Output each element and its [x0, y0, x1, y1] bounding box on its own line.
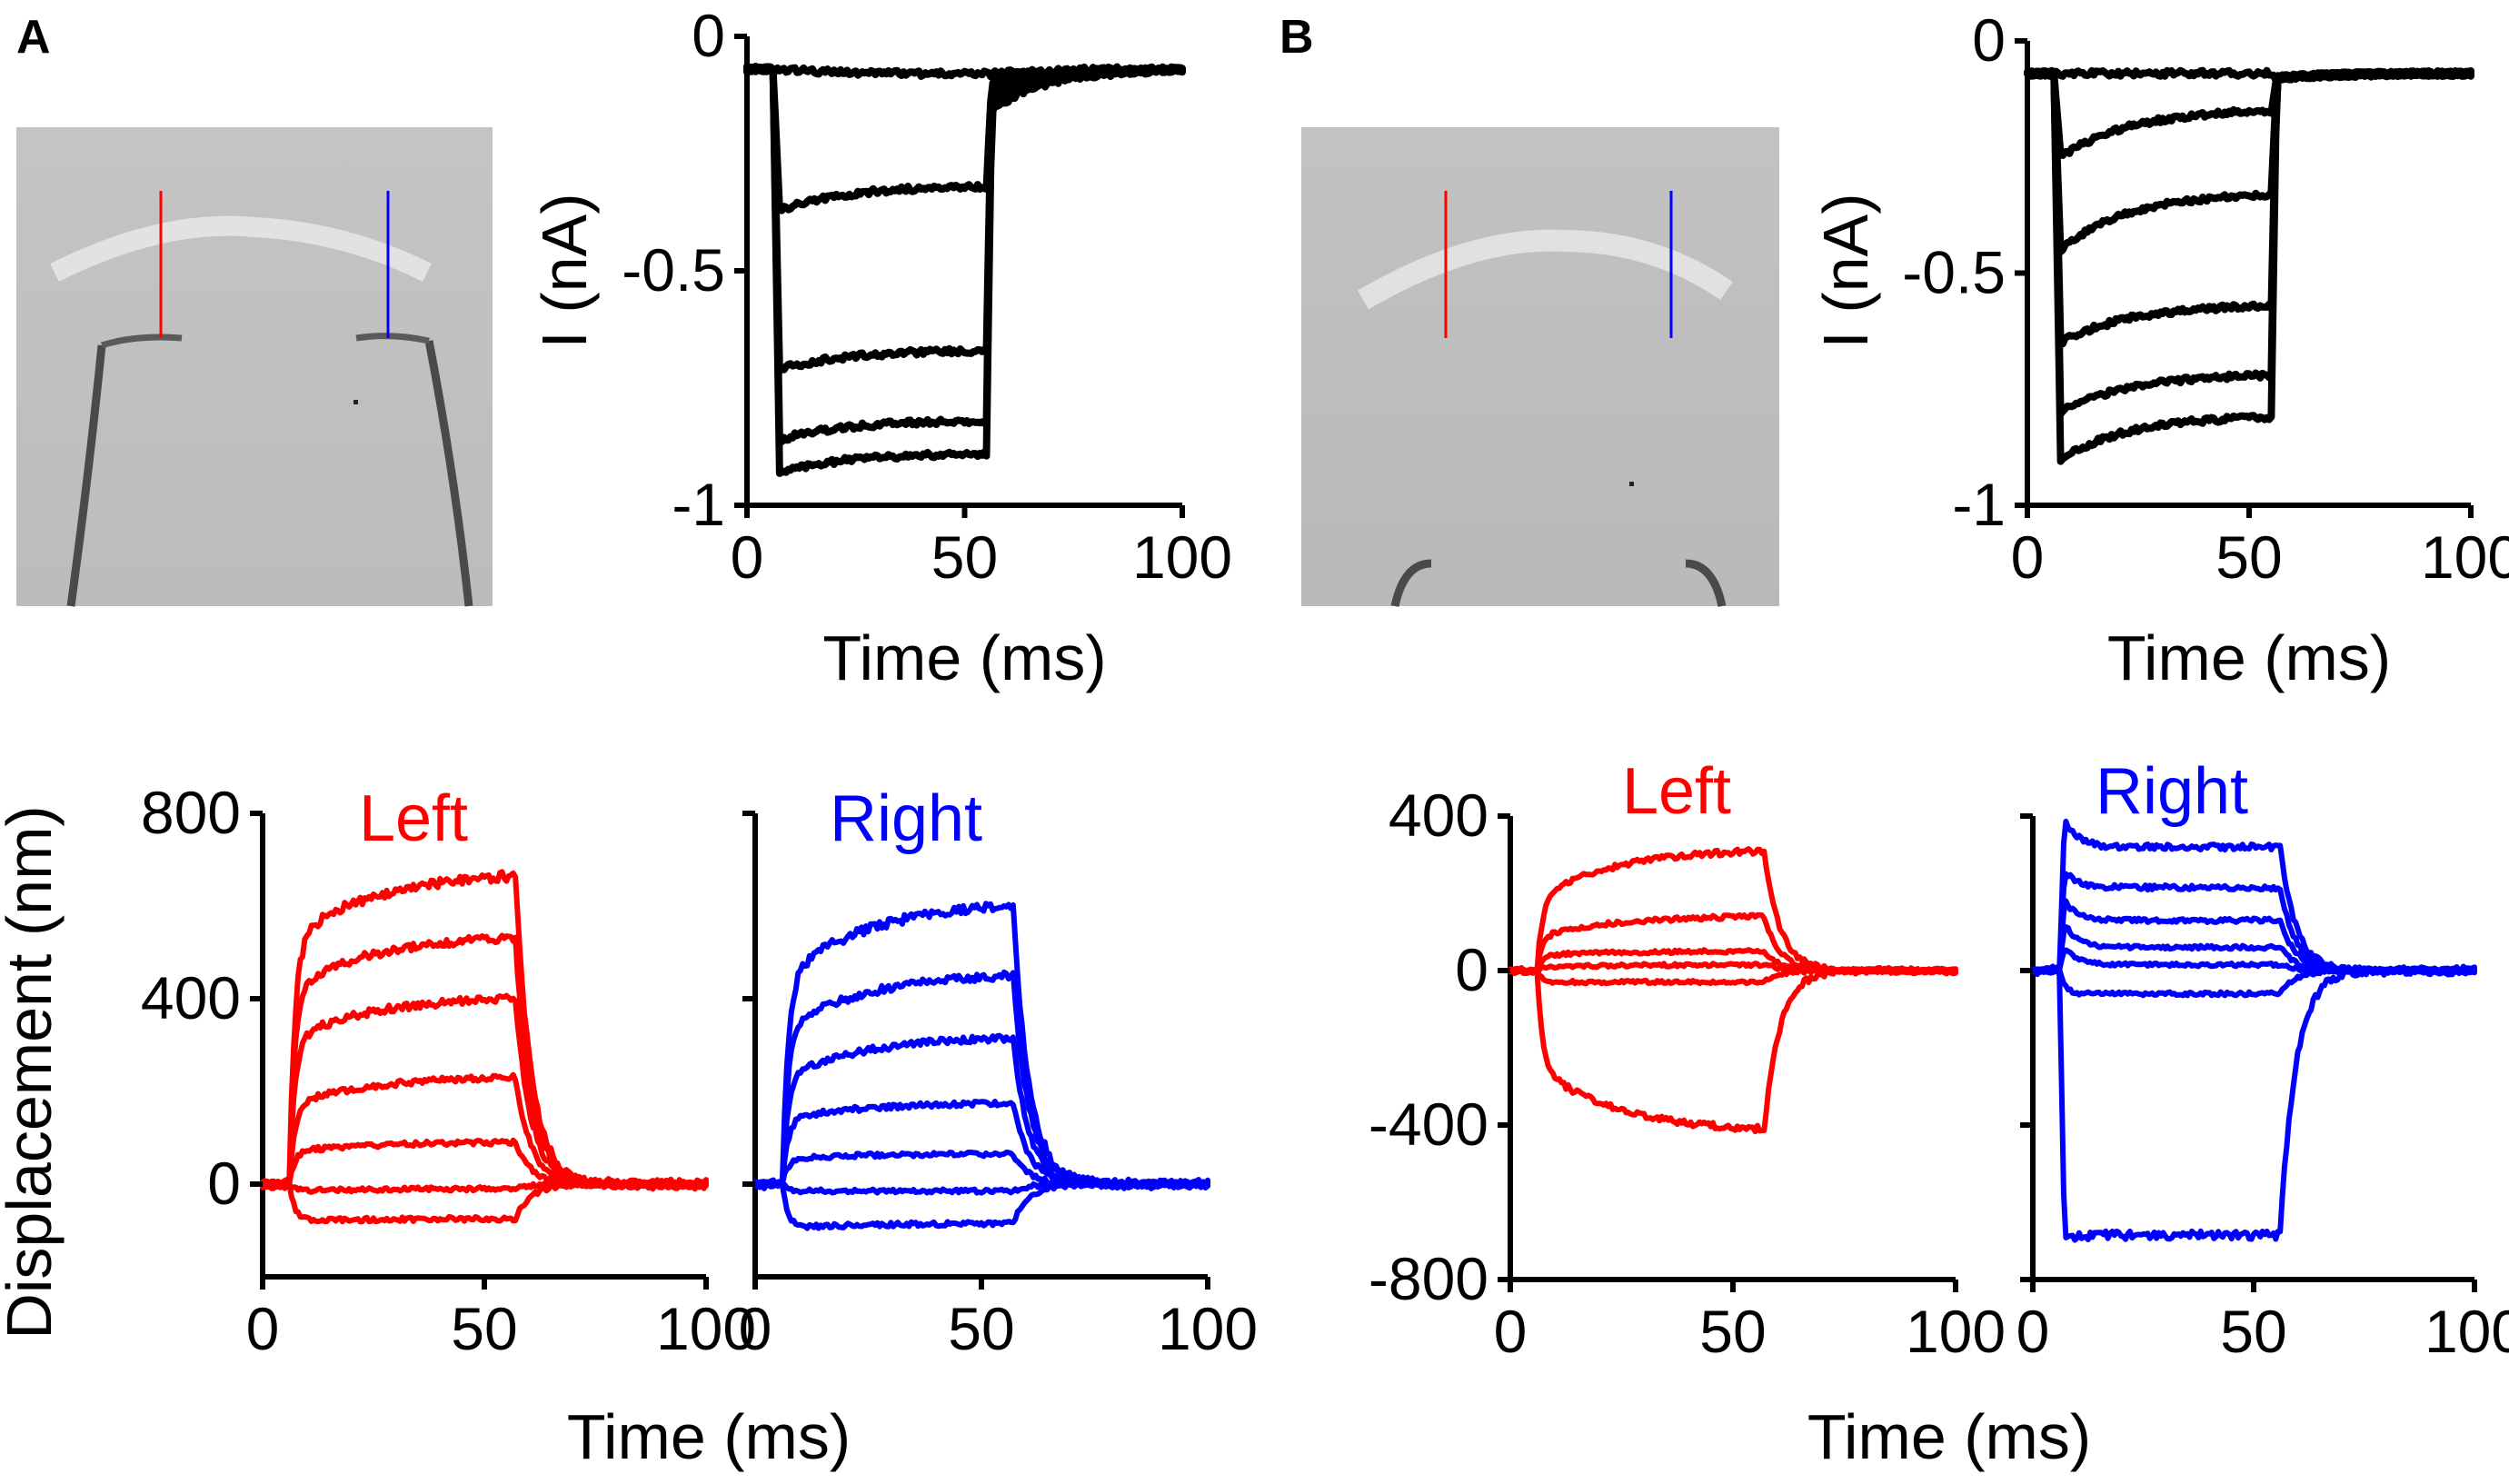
series-line-step-4	[752, 1099, 1210, 1190]
x-tick-label: 100	[2421, 523, 2509, 591]
x-tick-label: 100	[2424, 1298, 2509, 1365]
x-tick-label: 50	[2220, 1298, 2286, 1365]
series-line-step-5	[2024, 67, 2474, 418]
y-axis-title: I (nA)	[1810, 193, 1881, 348]
panel-label-a: A	[16, 11, 51, 64]
x-tick-label: 0	[2016, 1298, 2050, 1365]
chart-left-a: 0 50 100 0 400 800 Displacement (nm) Left	[0, 779, 756, 1362]
x-tick-label: 0	[739, 1295, 772, 1362]
y-tick-label: -1	[1952, 471, 2006, 538]
x-tick-label: 50	[2215, 523, 2282, 591]
y-tick-label: -400	[1369, 1091, 1488, 1158]
y-tick-label: 0	[1972, 6, 2006, 74]
series-line-step-6	[1508, 964, 1958, 1135]
y-tick-label: 0	[1455, 936, 1488, 1003]
chart-current-a: 0 50 100 0 -0.5 -1 I (nA) Time (ms)	[529, 2, 1232, 693]
x-tick-label: 100	[1906, 1298, 2006, 1365]
time-label-a: Time (ms)	[567, 1401, 851, 1472]
chart-right-a: 0 50 100 Right	[739, 782, 1258, 1362]
y-tick-label: -800	[1369, 1245, 1488, 1312]
series-line-step-6	[2024, 67, 2474, 465]
x-tick-label: 50	[1699, 1298, 1766, 1365]
x-tick-label: 100	[1158, 1295, 1258, 1362]
chart-title: Left	[1622, 755, 1731, 828]
x-tick-label: 0	[1494, 1298, 1528, 1365]
x-axis-title: Time (ms)	[822, 622, 1106, 693]
series-line-step-2	[743, 63, 1186, 214]
x-tick-label: 50	[931, 523, 998, 591]
series-line-step-5	[260, 992, 709, 1190]
x-axis-title: Time (ms)	[2107, 622, 2391, 693]
chart-right-b: 0 50 100 Right	[2016, 755, 2509, 1365]
x-tick-label: 0	[731, 523, 764, 591]
y-tick-label: 800	[141, 779, 241, 846]
chart-title: Left	[359, 782, 468, 855]
panel-label-b: B	[1279, 11, 1314, 64]
chart-left-b: 0 50 100 400 0 -400 -800 Left	[1369, 755, 2006, 1365]
y-tick-label: -1	[672, 471, 725, 538]
chart-title: Right	[830, 782, 982, 855]
series-line-step-2	[2024, 67, 2474, 159]
series-line-step-5	[2030, 871, 2477, 976]
x-tick-label: 100	[656, 1295, 756, 1362]
micrograph-b	[1301, 127, 1779, 608]
y-tick-label: 0	[692, 2, 725, 69]
x-tick-label: 0	[246, 1295, 280, 1362]
series-line-step-4	[260, 1071, 709, 1190]
x-tick-label: 100	[1132, 523, 1232, 591]
series-line-step-3	[2024, 66, 2474, 256]
micrograph-a	[16, 127, 493, 607]
time-label-b: Time (ms)	[1807, 1401, 2091, 1472]
x-tick-label: 0	[2011, 523, 2045, 591]
x-tick-label: 50	[451, 1295, 517, 1362]
series-line-step-3	[743, 63, 1186, 375]
series-line-step-7	[752, 901, 1210, 1191]
series-line-step-5	[743, 63, 1186, 477]
y-tick-label: 400	[141, 964, 241, 1031]
y-tick-label: 0	[207, 1150, 241, 1217]
y-tick-label: 400	[1389, 782, 1488, 849]
y-axis-title: Displacement (nm)	[0, 805, 65, 1339]
series-line-step-7	[2030, 963, 2477, 1243]
chart-title: Right	[2096, 755, 2248, 828]
y-axis-title: I (nA)	[529, 193, 600, 348]
x-tick-label: 50	[948, 1295, 1014, 1362]
series-line-step-7	[260, 869, 709, 1192]
y-tick-label: -0.5	[622, 236, 725, 304]
series-line-step-4	[743, 63, 1186, 446]
chart-current-b: 0 50 100 0 -0.5 -1 I (nA) Time (ms)	[1810, 6, 2509, 693]
series-line-step-6	[260, 932, 709, 1191]
y-tick-label: -0.5	[1902, 239, 2006, 306]
